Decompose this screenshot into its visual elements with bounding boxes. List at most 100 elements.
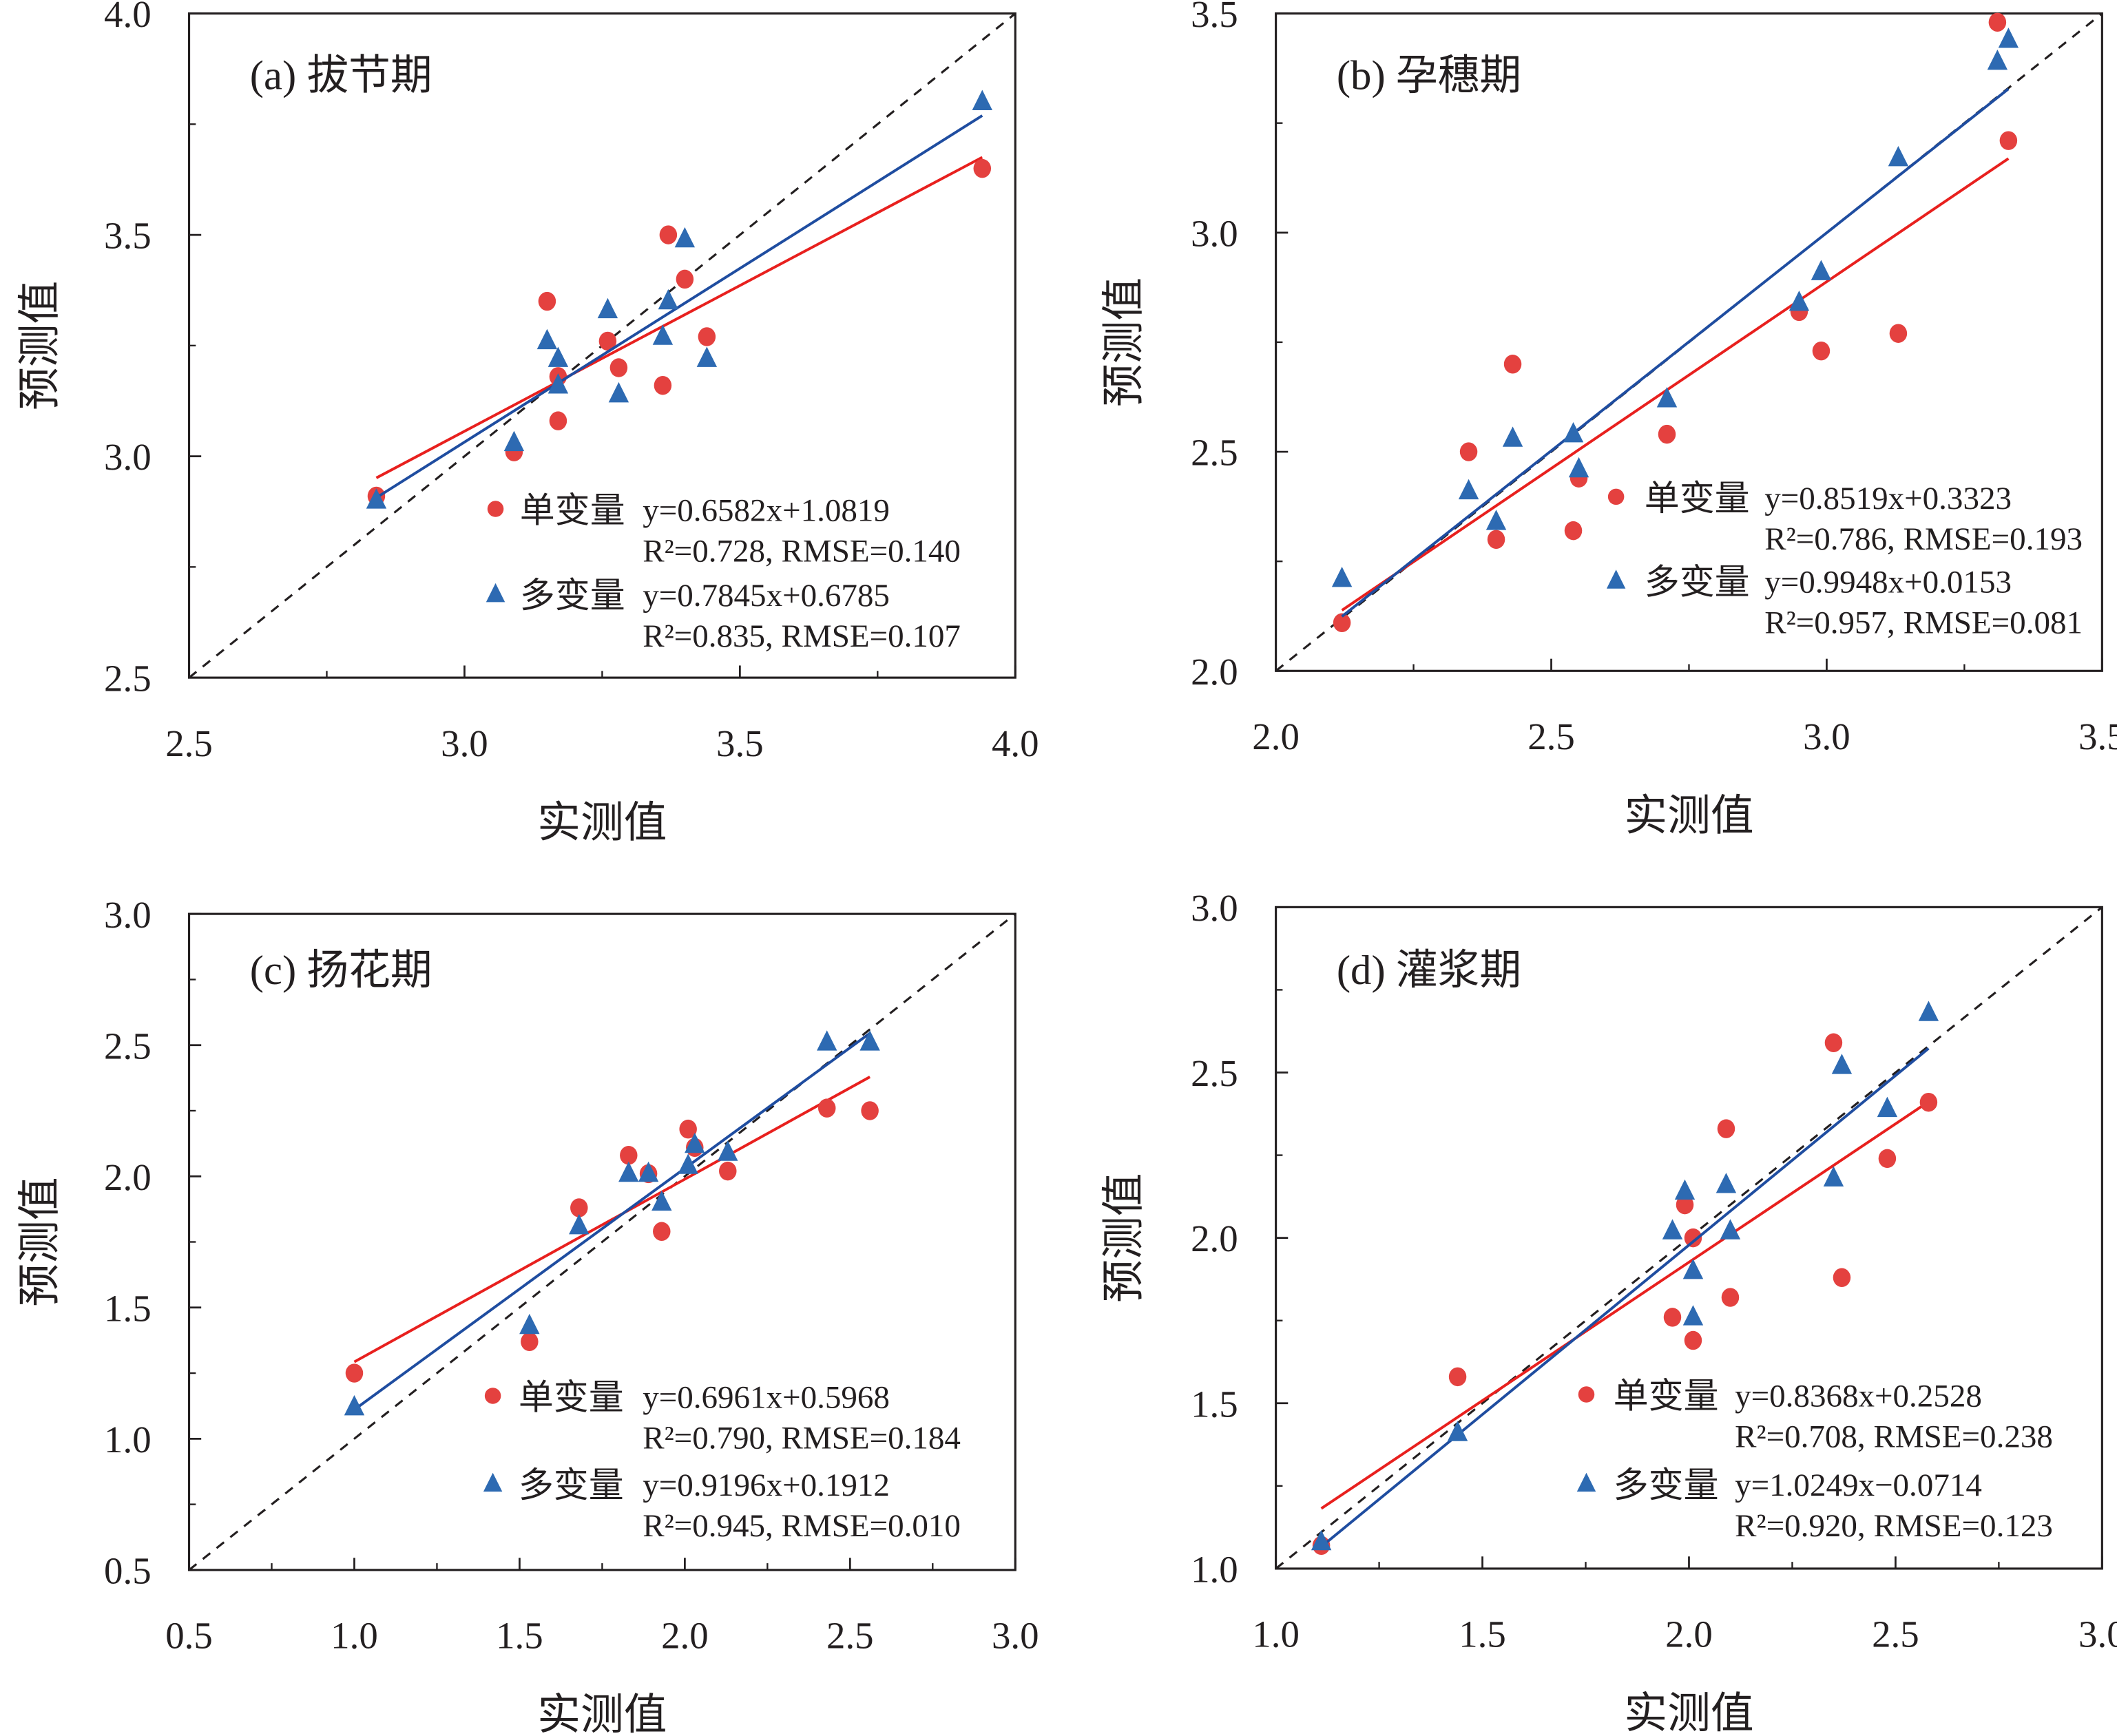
y-tick-label: 3.5 — [1191, 0, 1238, 35]
data-point-multi — [1311, 1529, 1332, 1551]
regression-line-multi — [375, 114, 983, 499]
data-point-multi — [1716, 1173, 1737, 1193]
x-axis-label: 实测值 — [537, 798, 667, 846]
one-to-one-line — [188, 912, 1016, 1571]
y-axis-label: 预测值 — [16, 281, 64, 410]
x-tick-label: 3.0 — [1803, 715, 1850, 757]
x-tick-label: 3.0 — [2078, 1613, 2117, 1655]
data-point-multi — [1662, 1219, 1683, 1240]
data-point-multi — [696, 346, 718, 367]
legend-label: 多变量 — [1614, 1467, 1719, 1505]
regression-line-multi — [1320, 1047, 1930, 1548]
data-point-multi — [1831, 1054, 1853, 1074]
x-tick-label: 2.5 — [1872, 1613, 1919, 1655]
regression-equation: y=0.8519x+0.3323 — [1764, 481, 2012, 516]
data-point-multi — [1788, 291, 1810, 311]
data-point-multi — [1502, 426, 1523, 447]
y-tick-label: 2.5 — [1191, 1052, 1238, 1094]
legend-marker-circle-icon — [484, 1388, 501, 1404]
x-tick-label: 1.0 — [331, 1615, 378, 1657]
x-tick-label: 4.0 — [992, 722, 1039, 764]
data-point-single — [676, 269, 694, 289]
x-tick-label: 1.5 — [496, 1615, 543, 1657]
data-point-multi — [1485, 510, 1507, 530]
data-point-single — [973, 158, 992, 178]
data-point-multi — [548, 373, 569, 394]
x-axis-label: 实测值 — [1624, 792, 1753, 840]
legend-label: 多变量 — [1645, 564, 1750, 603]
legend-label: 单变量 — [519, 1379, 624, 1418]
chart-panel-d: 1.0 1.0 1.5 1.5 2.0 2.0 2.5 2.5 3.0 3.0 实测值 预测值 (d) … — [1100, 887, 2117, 1736]
data-point-single — [1658, 424, 1676, 444]
data-point-single — [679, 1119, 697, 1139]
legend-marker-triangle-icon — [1606, 569, 1626, 589]
y-tick-label: 0.5 — [104, 1549, 152, 1591]
data-point-single — [1333, 613, 1351, 633]
data-point-single — [659, 225, 678, 244]
y-tick-label: 3.0 — [1191, 212, 1238, 254]
data-point-multi — [972, 90, 992, 110]
legend-label: 单变量 — [1614, 1378, 1719, 1416]
data-point-single — [654, 375, 672, 395]
y-tick-label: 3.5 — [104, 215, 152, 257]
y-axis-label: 预测值 — [1100, 1173, 1148, 1303]
x-axis-label: 实测值 — [537, 1691, 667, 1736]
data-point-multi — [1877, 1096, 1898, 1118]
x-tick-label: 2.5 — [826, 1615, 874, 1657]
legend-label: 多变量 — [519, 1467, 624, 1505]
data-point-single — [1988, 12, 2007, 32]
data-point-single — [1999, 131, 2018, 150]
regression-stats: R²=0.786, RMSE=0.193 — [1764, 521, 2083, 557]
x-tick-label: 3.5 — [2078, 715, 2117, 757]
data-point-single — [1717, 1119, 1735, 1138]
x-tick-label: 2.0 — [1252, 715, 1300, 757]
data-point-multi — [658, 289, 679, 310]
data-point-single — [1878, 1149, 1897, 1169]
data-point-multi — [1918, 1001, 1939, 1021]
data-point-single — [345, 1363, 364, 1383]
data-point-multi — [536, 328, 558, 350]
chart-panel-c: 0.5 0.5 1.0 1.0 1.5 1.5 2.0 2.0 2.5 2.5 3.0 3.0 实测值 预… — [16, 894, 1039, 1736]
data-point-single — [1833, 1268, 1851, 1287]
data-point-single — [609, 358, 628, 377]
regression-equation: y=0.9948x+0.0153 — [1764, 565, 2012, 600]
data-point-single — [1663, 1308, 1682, 1327]
data-point-single — [1503, 355, 1522, 374]
data-point-single — [620, 1146, 638, 1165]
data-point-single — [521, 1332, 539, 1352]
data-point-multi — [1568, 457, 1589, 478]
regression-equation: y=0.6961x+0.5968 — [643, 1380, 890, 1416]
regression-stats: R²=0.957, RMSE=0.081 — [1764, 605, 2083, 640]
data-point-multi — [859, 1030, 880, 1051]
legend-marker-circle-icon — [1607, 488, 1625, 505]
chart-panel-b: 2.0 2.0 2.5 2.5 3.0 3.0 3.5 3.5 实测值 预测值 (b) 孕穗期单变量… — [1100, 0, 2117, 840]
y-tick-label: 1.5 — [1191, 1383, 1238, 1425]
data-point-multi — [1888, 145, 1909, 167]
panel-title: (d) 灌浆期 — [1337, 948, 1521, 994]
legend-label: 单变量 — [520, 492, 625, 531]
y-tick-label: 1.5 — [104, 1287, 152, 1329]
data-point-multi — [597, 297, 618, 319]
regression-equation: y=0.8368x+0.2528 — [1735, 1379, 1982, 1414]
regression-line-single — [353, 1076, 871, 1363]
legend-marker-circle-icon — [1578, 1386, 1595, 1403]
x-tick-label: 2.5 — [165, 722, 213, 764]
data-point-single — [1448, 1367, 1467, 1387]
data-point-multi — [366, 488, 387, 509]
data-point-single — [1919, 1092, 1938, 1112]
y-tick-label: 2.0 — [1191, 651, 1238, 693]
data-point-multi — [817, 1030, 837, 1051]
data-point-single — [1487, 530, 1505, 550]
data-point-multi — [1720, 1219, 1741, 1240]
y-axis-label: 预测值 — [16, 1177, 64, 1306]
legend-marker-triangle-icon — [486, 583, 505, 603]
data-point-multi — [608, 381, 629, 403]
data-point-multi — [1563, 421, 1584, 443]
data-point-multi — [569, 1214, 590, 1235]
data-point-multi — [1987, 49, 2008, 70]
x-tick-label: 3.5 — [716, 722, 764, 764]
data-point-single — [698, 327, 716, 346]
data-point-single — [1684, 1330, 1702, 1350]
y-tick-label: 2.5 — [1191, 432, 1238, 474]
data-point-single — [538, 291, 556, 311]
